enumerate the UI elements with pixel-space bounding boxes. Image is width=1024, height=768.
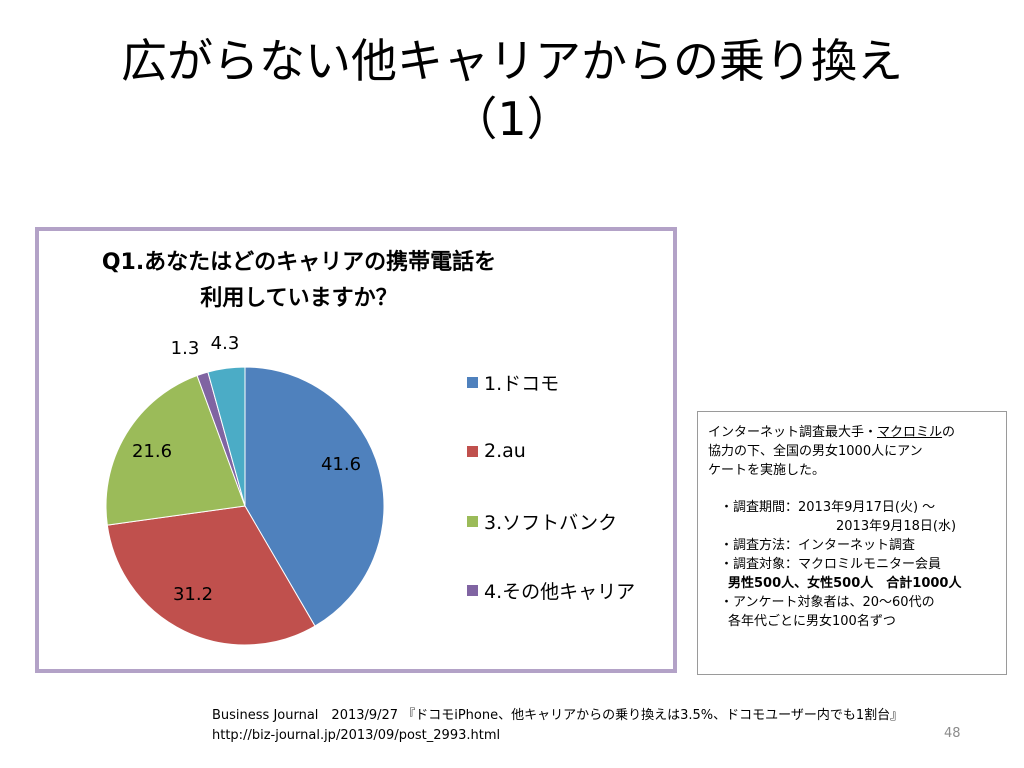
- page-number: 48: [944, 726, 961, 741]
- legend-item-4: 4.その他キャリア: [467, 577, 687, 603]
- survey-method: ・調査方法：インターネット調査: [720, 538, 916, 553]
- legend-swatch-4: [467, 584, 478, 596]
- survey-period-line2: 2013年9月18日(水): [836, 519, 957, 534]
- legend-label-4: 4.その他キャリア: [484, 580, 636, 603]
- pie-slice-2: [106, 505, 316, 646]
- survey-target-line2: 男性500人、女性500人 合計1000人: [728, 576, 962, 591]
- chart-frame: Q1.あなたはどのキャリアの携帯電話を 利用していますか？ 41.6 31.2 21…: [35, 227, 677, 673]
- data-label-3: 21.6: [132, 441, 172, 462]
- legend-item-3: 3.ソフトバンク: [467, 508, 687, 534]
- survey-respondents-line2: 各年代ごとに男女100名ずつ: [728, 614, 896, 629]
- data-label-4: 1.3: [171, 338, 200, 359]
- pie-slice-5: [207, 366, 246, 507]
- survey-period-line1: ・調査期間：2013年9月17日(火) ～: [720, 500, 936, 515]
- source-citation: Business Journal 2013/9/27 『ドコモiPhone、他キ…: [212, 706, 903, 746]
- legend-label-1: 1.ドコモ: [484, 372, 560, 395]
- legend-swatch-1: [467, 376, 478, 388]
- survey-intro-text-c: の: [942, 425, 956, 440]
- legend-swatch-3: [467, 515, 478, 527]
- chart-title-line1: Q1.あなたはどのキャリアの携帯電話を: [101, 250, 497, 275]
- legend-label-2: 2.au: [484, 440, 526, 462]
- survey-intro-line3: ケートを実施した。: [708, 463, 826, 478]
- pie-slice-3: [105, 374, 246, 526]
- pie-chart: 41.6 31.2 21.6 1.3 4.3: [105, 333, 385, 646]
- legend-item-2: 2.au: [467, 438, 687, 464]
- data-label-2: 31.2: [173, 584, 213, 605]
- survey-respondents-line1: ・アンケート対象者は、20～60代の: [720, 595, 935, 610]
- survey-intro-line1: インターネット調査最大手・マクロミルの: [708, 423, 998, 442]
- legend-item-1: 1.ドコモ: [467, 369, 687, 395]
- slide-title-line1: 広がらない他キャリアからの乗り換え: [121, 34, 903, 88]
- pie-slice-1: [244, 366, 385, 627]
- chart-title-line2: 利用していますか？: [200, 286, 398, 311]
- chart-title: Q1.あなたはどのキャリアの携帯電話を 利用していますか？: [79, 245, 519, 317]
- legend-swatch-2: [467, 445, 478, 457]
- legend-label-3: 3.ソフトバンク: [484, 511, 618, 534]
- slide-title-line2: （1）: [451, 92, 573, 146]
- survey-intro: インターネット調査最大手・マクロミルの 協力の下、全国の男女1000人にアン ケ…: [708, 423, 998, 480]
- macromill-link: マクロミル: [877, 425, 943, 440]
- survey-intro-line2: 協力の下、全国の男女1000人にアン: [708, 444, 923, 459]
- survey-target-line1: ・調査対象：マクロミルモニター会員: [720, 557, 942, 572]
- source-line1: Business Journal 2013/9/27 『ドコモiPhone、他キ…: [212, 708, 904, 723]
- slide-title: 広がらない他キャリアからの乗り換え （1）: [0, 32, 1024, 148]
- data-label-5: 4.3: [211, 333, 240, 354]
- survey-intro-text-a: インターネット調査最大手・: [708, 425, 878, 440]
- source-url: http://biz-journal.jp/2013/09/post_2993.…: [212, 728, 501, 743]
- survey-info-box: インターネット調査最大手・マクロミルの 協力の下、全国の男女1000人にアン ケ…: [697, 411, 1007, 675]
- data-label-1: 41.6: [321, 454, 361, 475]
